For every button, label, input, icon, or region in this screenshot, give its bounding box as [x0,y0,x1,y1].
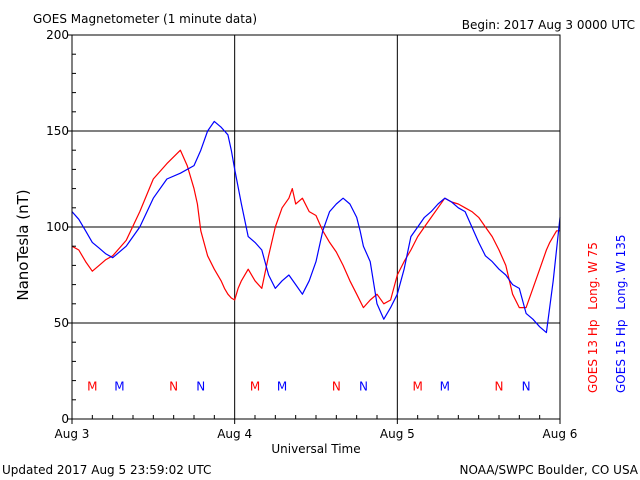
x-tick-label-3: Aug 6 [543,427,578,441]
y-tick-label-2: 100 [46,220,69,234]
x-axis-ticks: Aug 3 Aug 4 Aug 5 Aug 6 [55,415,578,441]
grid-lines [72,35,560,419]
legend-series-1-name: GOES 13 Hp [586,320,600,393]
begin-label: Begin: 2017 Aug 3 0000 UTC [462,18,635,32]
x-tick-label-2: Aug 5 [380,427,415,441]
legend-series-1-longitude: Long. W 75 [586,242,600,310]
y-tick-label-4: 200 [46,28,69,42]
x-tick-label-1: Aug 4 [217,427,252,441]
y-tick-label-1: 50 [54,316,69,330]
y-axis-label: NanoTesla (nT) [14,189,32,300]
chart-title: GOES Magnetometer (1 minute data) [33,12,257,26]
marker-m-9: M [440,379,450,393]
marker-n-3: N [196,379,205,393]
x-tick-label-0: Aug 3 [55,427,90,441]
marker-m-4: M [250,379,260,393]
y-axis-ticks: 0 50 100 150 200 [46,28,76,426]
legend: GOES 13 Hp Long. W 75 [586,242,600,393]
marker-m-1: M [114,379,124,393]
x-axis-label: Universal Time [271,442,360,456]
legend-series-2-longitude: Long. W 135 [614,234,628,309]
y-tick-label-0: 0 [61,412,69,426]
svg-text:GOES 15 Hp Long. W 135: GOES 15 Hp Long. W 135 [614,234,628,393]
marker-n-11: N [522,379,531,393]
legend-series-2-name: GOES 15 Hp [614,320,628,393]
svg-text:GOES 13 Hp Long. W 75: GOES 13 Hp Long. W 75 [586,242,600,393]
marker-m-8: M [412,379,422,393]
marker-m-5: M [277,379,287,393]
series-line-1 [71,149,560,309]
series-line-2 [71,120,561,334]
marker-n-10: N [495,379,504,393]
updated-label: Updated 2017 Aug 5 23:59:02 UTC [2,463,211,477]
series-lines [71,120,561,334]
marker-n-7: N [359,379,368,393]
marker-n-6: N [332,379,341,393]
source-label: NOAA/SWPC Boulder, CO USA [460,463,639,477]
y-tick-label-3: 150 [46,124,69,138]
marker-m-0: M [87,379,97,393]
marker-n-2: N [169,379,178,393]
legend-2: GOES 15 Hp Long. W 135 [614,234,628,393]
